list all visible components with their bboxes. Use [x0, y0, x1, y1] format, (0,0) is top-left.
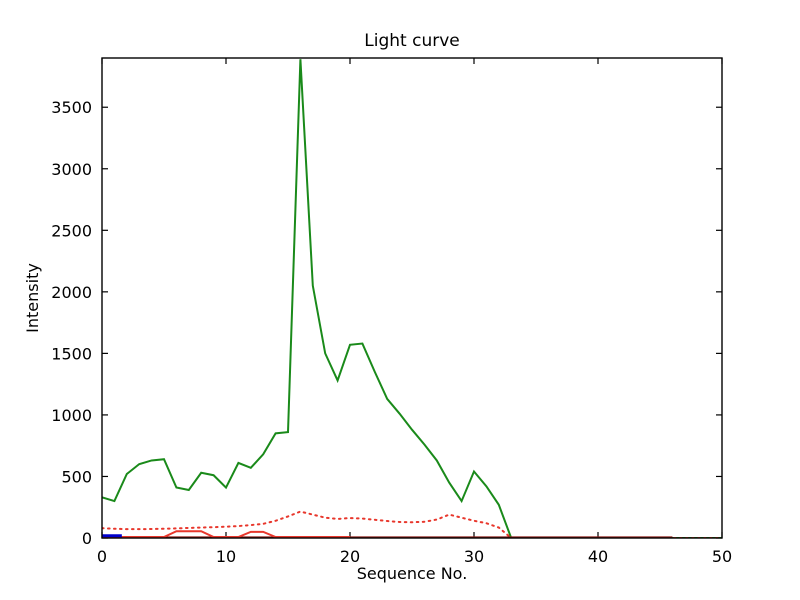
series-green-curve	[102, 59, 722, 538]
y-tick-label: 2500	[51, 221, 92, 240]
series-red-dotted-curve	[102, 510, 722, 538]
x-tick-label: 0	[97, 547, 107, 566]
y-tick-label: 1500	[51, 344, 92, 363]
y-tick-label: 2000	[51, 283, 92, 302]
y-tick-label: 0	[82, 529, 92, 548]
y-tick-label: 3500	[51, 98, 92, 117]
y-tick-label: 1000	[51, 406, 92, 425]
chart-title: Light curve	[364, 31, 459, 51]
y-axis-label: Intensity	[23, 263, 42, 333]
x-tick-label: 40	[588, 547, 608, 566]
y-axis-ticks: 0 500 1000 1500 2000 2500 3000 3500	[51, 98, 722, 548]
x-tick-label: 10	[216, 547, 236, 566]
x-tick-label: 50	[712, 547, 732, 566]
x-axis-label: Sequence No.	[357, 564, 468, 583]
x-tick-label: 30	[464, 547, 484, 566]
x-tick-label: 20	[340, 547, 360, 566]
y-tick-label: 500	[61, 467, 92, 486]
series-bright-red-baseline-bumps	[102, 530, 350, 538]
y-tick-label: 3000	[51, 160, 92, 179]
plot-frame-box	[101, 57, 723, 539]
plot-area-background	[102, 58, 722, 538]
x-axis-ticks: 0 10 20 30 40 50	[97, 58, 732, 566]
